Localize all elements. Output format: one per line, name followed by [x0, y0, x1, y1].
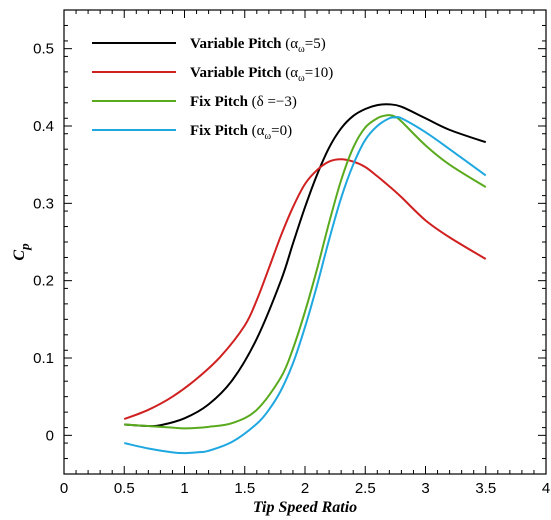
legend: Variable Pitch (αω=5)Variable Pitch (αω=… — [92, 36, 333, 142]
series-line-variable-pitch-5 — [124, 103, 487, 428]
x-axis: 0 0.5 1 1.5 2 2.5 3 3.5 4 — [60, 10, 550, 497]
series-line-fix-pitch-0 — [124, 115, 487, 455]
legend-label-value: =5) — [305, 36, 326, 52]
legend-label-sub: ω — [298, 73, 305, 84]
x-tick-label: 2 — [301, 480, 309, 497]
legend-label-value: =0) — [271, 123, 292, 139]
legend-label: Variable Pitch (αω=10) — [190, 65, 333, 84]
x-tick-label: 2.5 — [355, 480, 376, 497]
x-tick-label: 4 — [542, 480, 550, 497]
x-tick-label: 3.5 — [475, 480, 496, 497]
legend-label-param: (α — [285, 65, 298, 81]
x-tick-label: 1 — [180, 480, 188, 497]
legend-label-main: Fix Pitch — [190, 94, 252, 110]
legend-label: Fix Pitch (δ =−3) — [190, 94, 297, 110]
legend-label-value: =10) — [305, 65, 333, 81]
x-tick-label: 0 — [60, 480, 68, 497]
legend-label: Fix Pitch (αω=0) — [190, 123, 292, 142]
legend-label-main: Fix Pitch — [190, 123, 252, 139]
y-axis-title-main: C — [11, 250, 28, 261]
legend-label-sub: ω — [265, 131, 272, 142]
y-tick-label: 0.1 — [33, 350, 54, 367]
y-tick-label: 0.2 — [33, 273, 54, 290]
y-tick-label: 0.5 — [33, 41, 54, 58]
x-tick-label: 0.5 — [114, 480, 135, 497]
series-line-variable-pitch-10 — [123, 158, 487, 421]
series-layer — [123, 103, 487, 455]
legend-label-param: (α — [252, 123, 265, 139]
y-tick-label: 0 — [46, 427, 54, 444]
x-tick-label: 3 — [421, 480, 429, 497]
legend-label-param: (α — [285, 36, 298, 52]
x-axis-title: Tip Speed Ratio — [253, 499, 357, 516]
legend-label-sub: ω — [298, 44, 305, 55]
y-axis-title: Cp — [11, 243, 32, 261]
y-axis: 0 0.1 0.2 0.3 0.4 0.5 — [33, 9, 546, 475]
y-tick-label: 0.4 — [33, 118, 54, 135]
series-line-fix-pitch-delta — [124, 114, 487, 430]
y-axis-title-sub: p — [17, 243, 32, 251]
legend-label-param: (δ =−3) — [252, 94, 297, 110]
legend-label-main: Variable Pitch — [190, 36, 285, 52]
x-tick-label: 1.5 — [234, 480, 255, 497]
y-tick-label: 0.3 — [33, 195, 54, 212]
legend-label: Variable Pitch (αω=5) — [190, 36, 326, 55]
legend-label-main: Variable Pitch — [190, 65, 285, 81]
